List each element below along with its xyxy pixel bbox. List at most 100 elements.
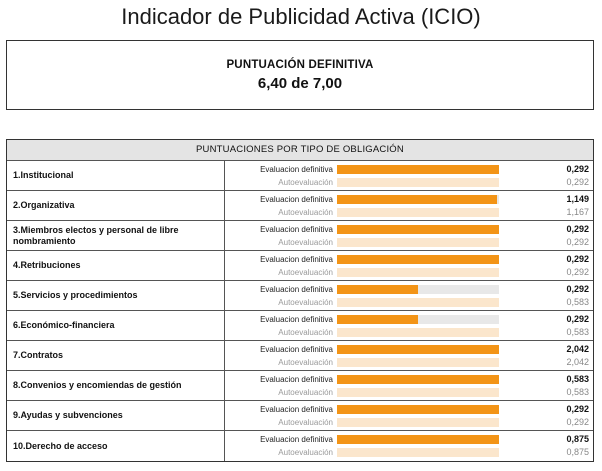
final-evaluation-value: 0,583 (566, 374, 589, 384)
self-evaluation-bar (337, 358, 499, 367)
final-evaluation-label: Evaluacion definitiva (260, 165, 333, 174)
final-score-label: PUNTUACIÓN DEFINITIVA (226, 59, 374, 71)
self-evaluation-label: Autoevaluación (278, 208, 333, 217)
obligation-name: 10.Derecho de acceso (7, 431, 225, 461)
self-evaluation-label: Autoevaluación (278, 388, 333, 397)
self-evaluation-bar (337, 178, 499, 187)
table-row: 6.Económico-financiera Evaluacion defini… (7, 311, 593, 341)
final-evaluation-bar-track (337, 195, 499, 204)
final-evaluation-line: Evaluacion definitiva 0,875 (225, 433, 593, 446)
self-evaluation-value: 0,292 (566, 177, 589, 187)
final-evaluation-value: 0,292 (566, 404, 589, 414)
self-evaluation-value: 0,292 (566, 417, 589, 427)
obligation-bars: Evaluacion definitiva 0,292 Autoevaluaci… (225, 311, 593, 340)
final-evaluation-value: 0,292 (566, 254, 589, 264)
self-evaluation-value: 0,583 (566, 387, 589, 397)
self-evaluation-line: Autoevaluación 0,292 (225, 176, 593, 189)
self-evaluation-bar-track (337, 298, 499, 307)
obligation-name: 4.Retribuciones (7, 251, 225, 280)
final-evaluation-label: Evaluacion definitiva (260, 255, 333, 264)
table-row: 10.Derecho de acceso Evaluacion definiti… (7, 431, 593, 461)
self-evaluation-value: 2,042 (566, 357, 589, 367)
table-row: 2.Organizativa Evaluacion definitiva 1,1… (7, 191, 593, 221)
final-evaluation-label: Evaluacion definitiva (260, 285, 333, 294)
final-evaluation-bar-track (337, 375, 499, 384)
final-evaluation-line: Evaluacion definitiva 0,292 (225, 223, 593, 236)
obligation-name: 8.Convenios y encomiendas de gestión (7, 371, 225, 400)
final-evaluation-bar-track (337, 435, 499, 444)
self-evaluation-label: Autoevaluación (278, 418, 333, 427)
self-evaluation-label: Autoevaluación (278, 268, 333, 277)
final-evaluation-line: Evaluacion definitiva 0,292 (225, 163, 593, 176)
self-evaluation-bar-track (337, 358, 499, 367)
self-evaluation-bar (337, 268, 499, 277)
final-evaluation-bar-track (337, 405, 499, 414)
self-evaluation-bar (337, 388, 499, 397)
obligation-bars: Evaluacion definitiva 0,292 Autoevaluaci… (225, 161, 593, 190)
obligation-bars: Evaluacion definitiva 0,292 Autoevaluaci… (225, 251, 593, 280)
obligation-name: 6.Económico-financiera (7, 311, 225, 340)
final-evaluation-bar (337, 345, 499, 354)
final-evaluation-value: 0,292 (566, 224, 589, 234)
self-evaluation-bar (337, 238, 499, 247)
self-evaluation-line: Autoevaluación 0,292 (225, 416, 593, 429)
self-evaluation-value: 0,292 (566, 267, 589, 277)
final-evaluation-line: Evaluacion definitiva 2,042 (225, 343, 593, 356)
obligation-name: 9.Ayudas y subvenciones (7, 401, 225, 430)
self-evaluation-line: Autoevaluación 0,583 (225, 326, 593, 339)
final-evaluation-bar-track (337, 345, 499, 354)
final-evaluation-value: 0,292 (566, 314, 589, 324)
final-evaluation-bar (337, 165, 499, 174)
final-evaluation-bar (337, 255, 499, 264)
obligation-bars: Evaluacion definitiva 2,042 Autoevaluaci… (225, 341, 593, 370)
final-evaluation-bar-track (337, 255, 499, 264)
page-title: Indicador de Publicidad Activa (ICIO) (121, 4, 481, 29)
self-evaluation-bar (337, 418, 499, 427)
final-evaluation-label: Evaluacion definitiva (260, 195, 333, 204)
obligation-bars: Evaluacion definitiva 0,292 Autoevaluaci… (225, 401, 593, 430)
final-evaluation-value: 0,875 (566, 434, 589, 444)
self-evaluation-label: Autoevaluación (278, 238, 333, 247)
self-evaluation-label: Autoevaluación (278, 298, 333, 307)
final-evaluation-bar-track (337, 165, 499, 174)
final-evaluation-value: 0,292 (566, 164, 589, 174)
self-evaluation-bar (337, 208, 499, 217)
self-evaluation-label: Autoevaluación (278, 448, 333, 457)
final-evaluation-label: Evaluacion definitiva (260, 225, 333, 234)
self-evaluation-label: Autoevaluación (278, 178, 333, 187)
obligation-name: 5.Servicios y procedimientos (7, 281, 225, 310)
self-evaluation-label: Autoevaluación (278, 328, 333, 337)
self-evaluation-value: 0,583 (566, 327, 589, 337)
obligation-name: 3.Miembros electos y personal de libre n… (7, 221, 225, 250)
self-evaluation-line: Autoevaluación 0,292 (225, 266, 593, 279)
obligation-name: 1.Institucional (7, 161, 225, 190)
self-evaluation-bar-track (337, 178, 499, 187)
self-evaluation-line: Autoevaluación 0,583 (225, 296, 593, 309)
final-evaluation-bar (337, 435, 499, 444)
scores-table: PUNTUACIONES POR TIPO DE OBLIGACIÓN 1.In… (6, 139, 594, 462)
self-evaluation-label: Autoevaluación (278, 358, 333, 367)
table-row: 4.Retribuciones Evaluacion definitiva 0,… (7, 251, 593, 281)
self-evaluation-bar-track (337, 268, 499, 277)
final-evaluation-bar (337, 315, 418, 324)
final-evaluation-bar (337, 375, 499, 384)
final-evaluation-bar-track (337, 315, 499, 324)
self-evaluation-bar-track (337, 208, 499, 217)
final-evaluation-bar (337, 195, 497, 204)
final-evaluation-bar (337, 225, 499, 234)
final-evaluation-line: Evaluacion definitiva 1,149 (225, 193, 593, 206)
final-evaluation-label: Evaluacion definitiva (260, 345, 333, 354)
self-evaluation-bar-track (337, 448, 499, 457)
final-evaluation-label: Evaluacion definitiva (260, 315, 333, 324)
self-evaluation-value: 0,583 (566, 297, 589, 307)
self-evaluation-value: 1,167 (566, 207, 589, 217)
obligation-bars: Evaluacion definitiva 1,149 Autoevaluaci… (225, 191, 593, 220)
table-row: 5.Servicios y procedimientos Evaluacion … (7, 281, 593, 311)
table-row: 9.Ayudas y subvenciones Evaluacion defin… (7, 401, 593, 431)
self-evaluation-bar-track (337, 388, 499, 397)
final-evaluation-bar-track (337, 225, 499, 234)
self-evaluation-value: 0,875 (566, 447, 589, 457)
obligation-bars: Evaluacion definitiva 0,292 Autoevaluaci… (225, 221, 593, 250)
obligation-name: 7.Contratos (7, 341, 225, 370)
